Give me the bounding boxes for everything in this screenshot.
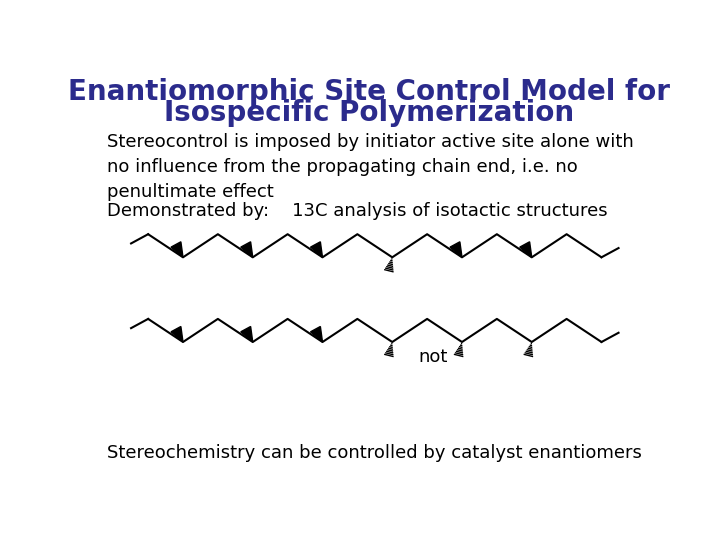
Text: Isospecific Polymerization: Isospecific Polymerization (164, 98, 574, 126)
Polygon shape (171, 242, 183, 257)
Polygon shape (310, 327, 323, 342)
Polygon shape (450, 242, 462, 257)
Polygon shape (240, 242, 253, 257)
Text: not: not (418, 348, 448, 367)
Polygon shape (171, 327, 183, 342)
Polygon shape (240, 327, 253, 342)
Text: Stereochemistry can be controlled by catalyst enantiomers: Stereochemistry can be controlled by cat… (107, 444, 642, 462)
Text: Demonstrated by:    13C analysis of isotactic structures: Demonstrated by: 13C analysis of isotact… (107, 202, 608, 220)
Polygon shape (520, 242, 532, 257)
Polygon shape (310, 242, 323, 257)
Text: Stereocontrol is imposed by initiator active site alone with
no influence from t: Stereocontrol is imposed by initiator ac… (107, 132, 634, 200)
Text: Enantiomorphic Site Control Model for: Enantiomorphic Site Control Model for (68, 78, 670, 106)
